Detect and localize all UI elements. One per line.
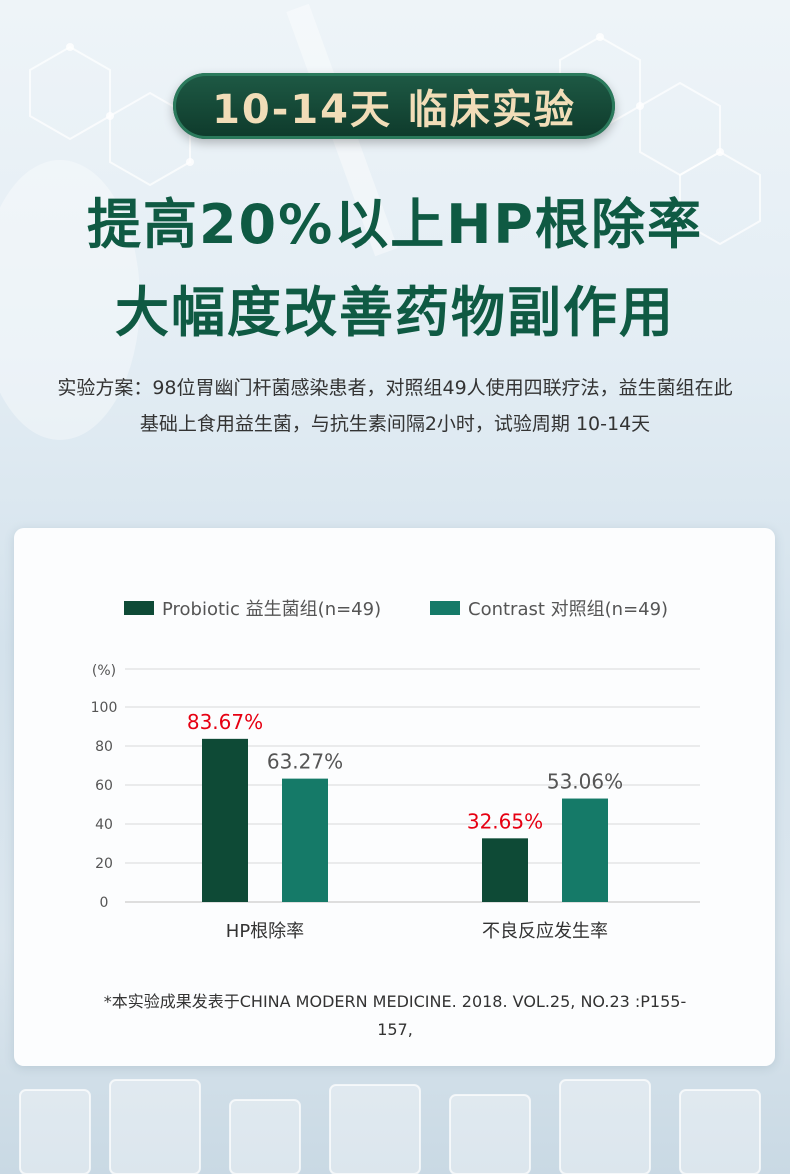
data-label: 53.06% bbox=[547, 770, 623, 794]
y-tick-label: 60 bbox=[95, 778, 113, 794]
legend-item-probiotic: Probiotic 益生菌组(n=49) bbox=[124, 595, 381, 621]
y-tick-label: 80 bbox=[95, 739, 113, 755]
clinical-trial-badge: 10-14天 临床实验 bbox=[173, 73, 615, 139]
badge-text: 10-14天 临床实验 bbox=[212, 87, 576, 133]
chart-legend: Probiotic 益生菌组(n=49) Contrast 对照组(n=49) bbox=[0, 595, 790, 621]
legend-swatch-contrast bbox=[430, 601, 460, 615]
bar-contrast bbox=[562, 798, 608, 902]
y-tick-label: 20 bbox=[95, 856, 113, 872]
headline-primary: 提高20%以上HP根除率 bbox=[86, 193, 704, 256]
legend-label-contrast: Contrast 对照组(n=49) bbox=[468, 599, 669, 620]
legend-label-probiotic: Probiotic 益生菌组(n=49) bbox=[162, 599, 382, 620]
experiment-description: 实验方案：98位胃幽门杆菌感染患者，对照组49人使用四联疗法，益生菌组在此基础上… bbox=[57, 377, 733, 435]
legend-swatch-probiotic bbox=[124, 601, 154, 615]
source-footnote: *本实验成果发表于CHINA MODERN MEDICINE. 2018. VO… bbox=[103, 992, 687, 1039]
bar-probiotic bbox=[202, 738, 248, 902]
data-label: 32.65% bbox=[467, 809, 543, 833]
chart-card bbox=[14, 528, 775, 1066]
y-tick-label: 100 bbox=[91, 700, 118, 716]
glassware-background bbox=[19, 1079, 761, 1174]
bar-contrast bbox=[282, 778, 328, 902]
y-axis-unit-label: (%) bbox=[92, 663, 116, 679]
y-tick-label: 0 bbox=[100, 895, 109, 911]
x-category-label: HP根除率 bbox=[226, 921, 304, 942]
data-label: 83.67% bbox=[187, 710, 263, 734]
x-category-label: 不良反应发生率 bbox=[482, 921, 608, 942]
y-tick-label: 40 bbox=[95, 817, 113, 833]
headline-secondary: 大幅度改善药物副作用 bbox=[115, 281, 675, 344]
bar-chart: (%) 0 20 40 60 80 100 83.67%63.27% HP根除率 32.65%53… bbox=[91, 663, 700, 942]
data-label: 63.27% bbox=[267, 750, 343, 774]
bar-probiotic bbox=[482, 838, 528, 902]
legend-item-contrast: Contrast 对照组(n=49) bbox=[430, 595, 668, 621]
